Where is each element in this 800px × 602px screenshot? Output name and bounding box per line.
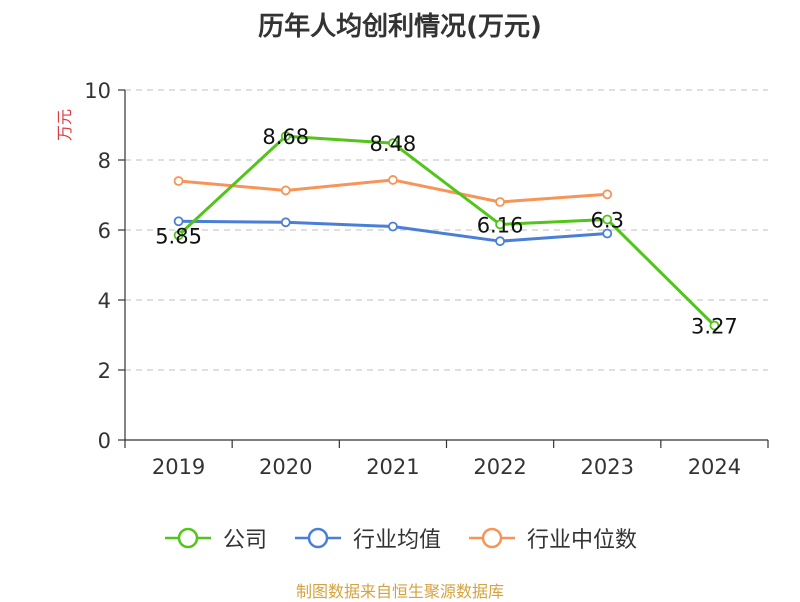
- data-point: [389, 223, 397, 231]
- y-tick-label: 10: [84, 79, 111, 103]
- data-point: [603, 190, 611, 198]
- legend-item-2[interactable]: 行业中位数: [467, 522, 637, 554]
- legend-marker-icon: [163, 526, 213, 550]
- legend-item-1[interactable]: 行业均值: [293, 522, 441, 554]
- x-tick-label: 2020: [259, 455, 312, 479]
- y-tick-label: 0: [98, 429, 111, 453]
- data-point: [496, 198, 504, 206]
- data-point: [496, 237, 504, 245]
- y-tick-label: 6: [98, 219, 111, 243]
- data-label: 6.16: [477, 213, 524, 237]
- legend-label: 行业中位数: [527, 522, 637, 554]
- data-label: 8.68: [262, 125, 309, 149]
- y-axis-label: 万元: [55, 109, 74, 141]
- legend-label: 公司: [223, 522, 267, 554]
- legend-label: 行业均值: [353, 522, 441, 554]
- data-point: [389, 176, 397, 184]
- data-point: [282, 186, 290, 194]
- x-tick-label: 2021: [366, 455, 419, 479]
- x-tick-label: 2023: [581, 455, 634, 479]
- x-tick-label: 2022: [473, 455, 526, 479]
- y-tick-label: 4: [98, 289, 111, 313]
- legend-marker-icon: [467, 526, 517, 550]
- data-label: 5.85: [155, 224, 202, 248]
- x-tick-label: 2024: [688, 455, 741, 479]
- y-tick-label: 8: [98, 149, 111, 173]
- y-tick-label: 2: [98, 359, 111, 383]
- legend-item-0[interactable]: 公司: [163, 522, 267, 554]
- legend: 公司 行业均值 行业中位数: [0, 518, 800, 558]
- data-label: 8.48: [370, 132, 417, 156]
- legend-marker-icon: [293, 526, 343, 550]
- series-line-0: [179, 136, 715, 325]
- data-label: 6.3: [591, 209, 624, 233]
- data-point: [175, 177, 183, 185]
- data-label: 3.27: [691, 315, 738, 339]
- x-tick-label: 2019: [152, 455, 205, 479]
- source-note: 制图数据来自恒生聚源数据库: [0, 578, 800, 602]
- data-point: [282, 218, 290, 226]
